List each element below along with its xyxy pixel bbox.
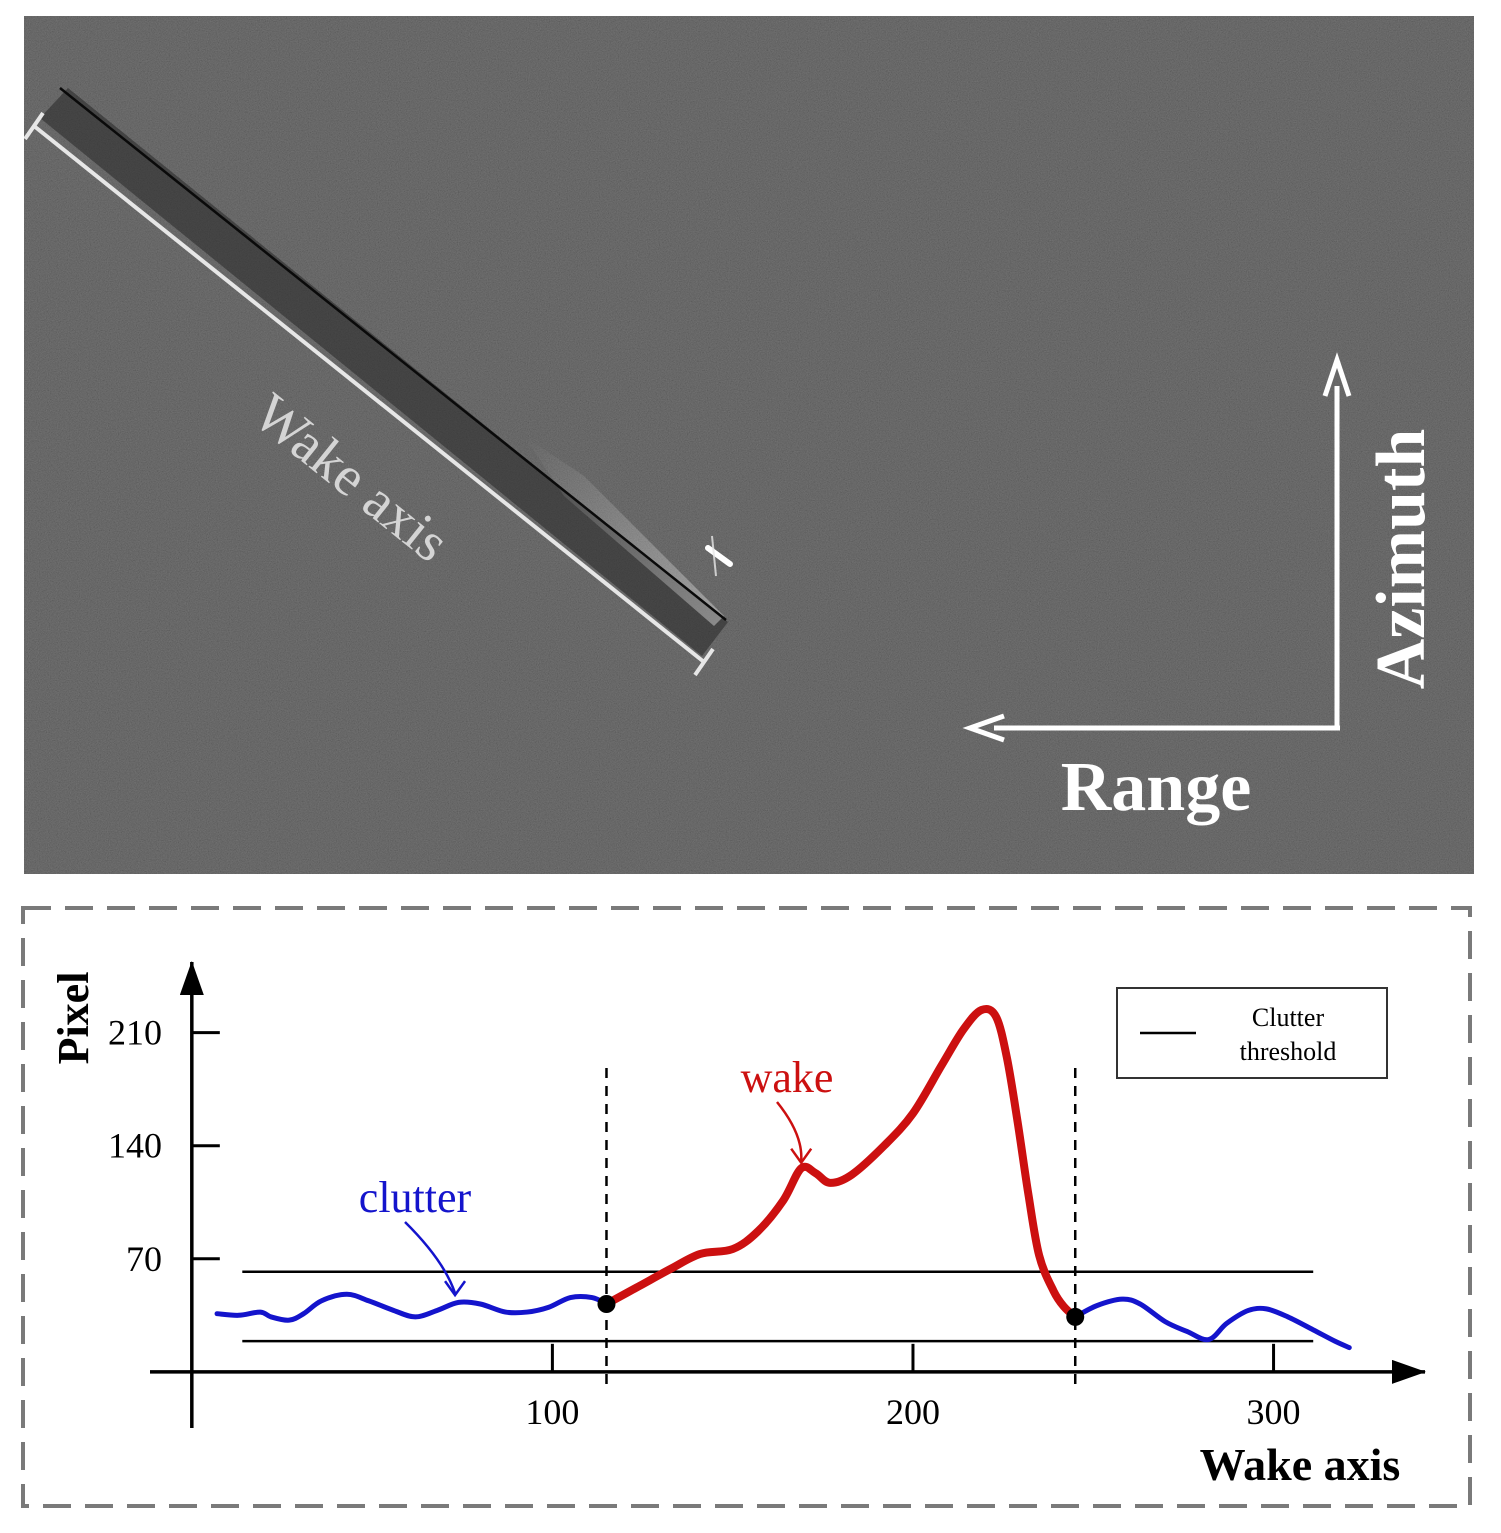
x-axis-title: Wake axis xyxy=(1200,1439,1401,1490)
wake-dark-trough xyxy=(40,88,728,656)
axes: 100 200 300 70 140 210 xyxy=(108,961,1426,1432)
ship-target xyxy=(705,535,924,577)
boundary-lines xyxy=(605,1068,1077,1392)
clutter-annotation-arrow xyxy=(404,1221,457,1294)
threshold-lines xyxy=(242,1270,1314,1343)
clutter-series-line xyxy=(1072,1296,1352,1351)
y-tick-label: 70 xyxy=(126,1239,162,1279)
x-tick-label: 100 xyxy=(525,1392,579,1432)
range-arrowhead xyxy=(962,713,1005,743)
azimuth-label: Azimuth xyxy=(1363,429,1440,690)
sar-image: Wake axis Range Azimuth xyxy=(23,16,1474,874)
x-tick-label: 300 xyxy=(1247,1392,1301,1432)
y-tick-label: 140 xyxy=(108,1126,162,1166)
legend-label-line2: threshold xyxy=(1240,1037,1337,1066)
range-label: Range xyxy=(1061,749,1252,826)
sar-speckle-texture xyxy=(24,16,1474,874)
dashed-frame xyxy=(21,906,1472,1508)
clutter-annotation-arrowhead xyxy=(444,1280,467,1298)
profile-plot-panel: 100 200 300 70 140 210 clutter wake Pixel Wake… xyxy=(0,880,1501,1528)
wake-annotation-arrow xyxy=(776,1101,803,1161)
x-tick-label: 200 xyxy=(886,1392,940,1432)
wake-series-line xyxy=(602,1005,1080,1321)
direction-arrows xyxy=(962,352,1352,743)
wake-annotation-label: wake xyxy=(741,1053,834,1102)
wake-boundary-point xyxy=(1066,1307,1085,1326)
y-tick-label: 210 xyxy=(108,1013,162,1053)
clutter-annotation-label: clutter xyxy=(359,1173,472,1222)
azimuth-arrowhead xyxy=(1322,352,1352,397)
wake-boundary-point xyxy=(597,1295,616,1313)
clutter-series-line xyxy=(214,1291,609,1323)
profile-chart: 100 200 300 70 140 210 clutter wake Pixel Wake… xyxy=(21,906,1472,1508)
annotations: clutter wake xyxy=(359,1053,834,1298)
legend: Clutter threshold xyxy=(1116,987,1388,1079)
sar-image-panel: Wake axis Range Azimuth xyxy=(23,16,1474,874)
y-axis-title: Pixel xyxy=(49,972,98,1065)
wake-annotation-arrowhead xyxy=(790,1147,813,1165)
wake-black-line xyxy=(59,87,727,621)
legend-label-line1: Clutter xyxy=(1252,1003,1325,1032)
wake-axis-ruler xyxy=(23,111,715,677)
series-lines xyxy=(214,1005,1352,1351)
